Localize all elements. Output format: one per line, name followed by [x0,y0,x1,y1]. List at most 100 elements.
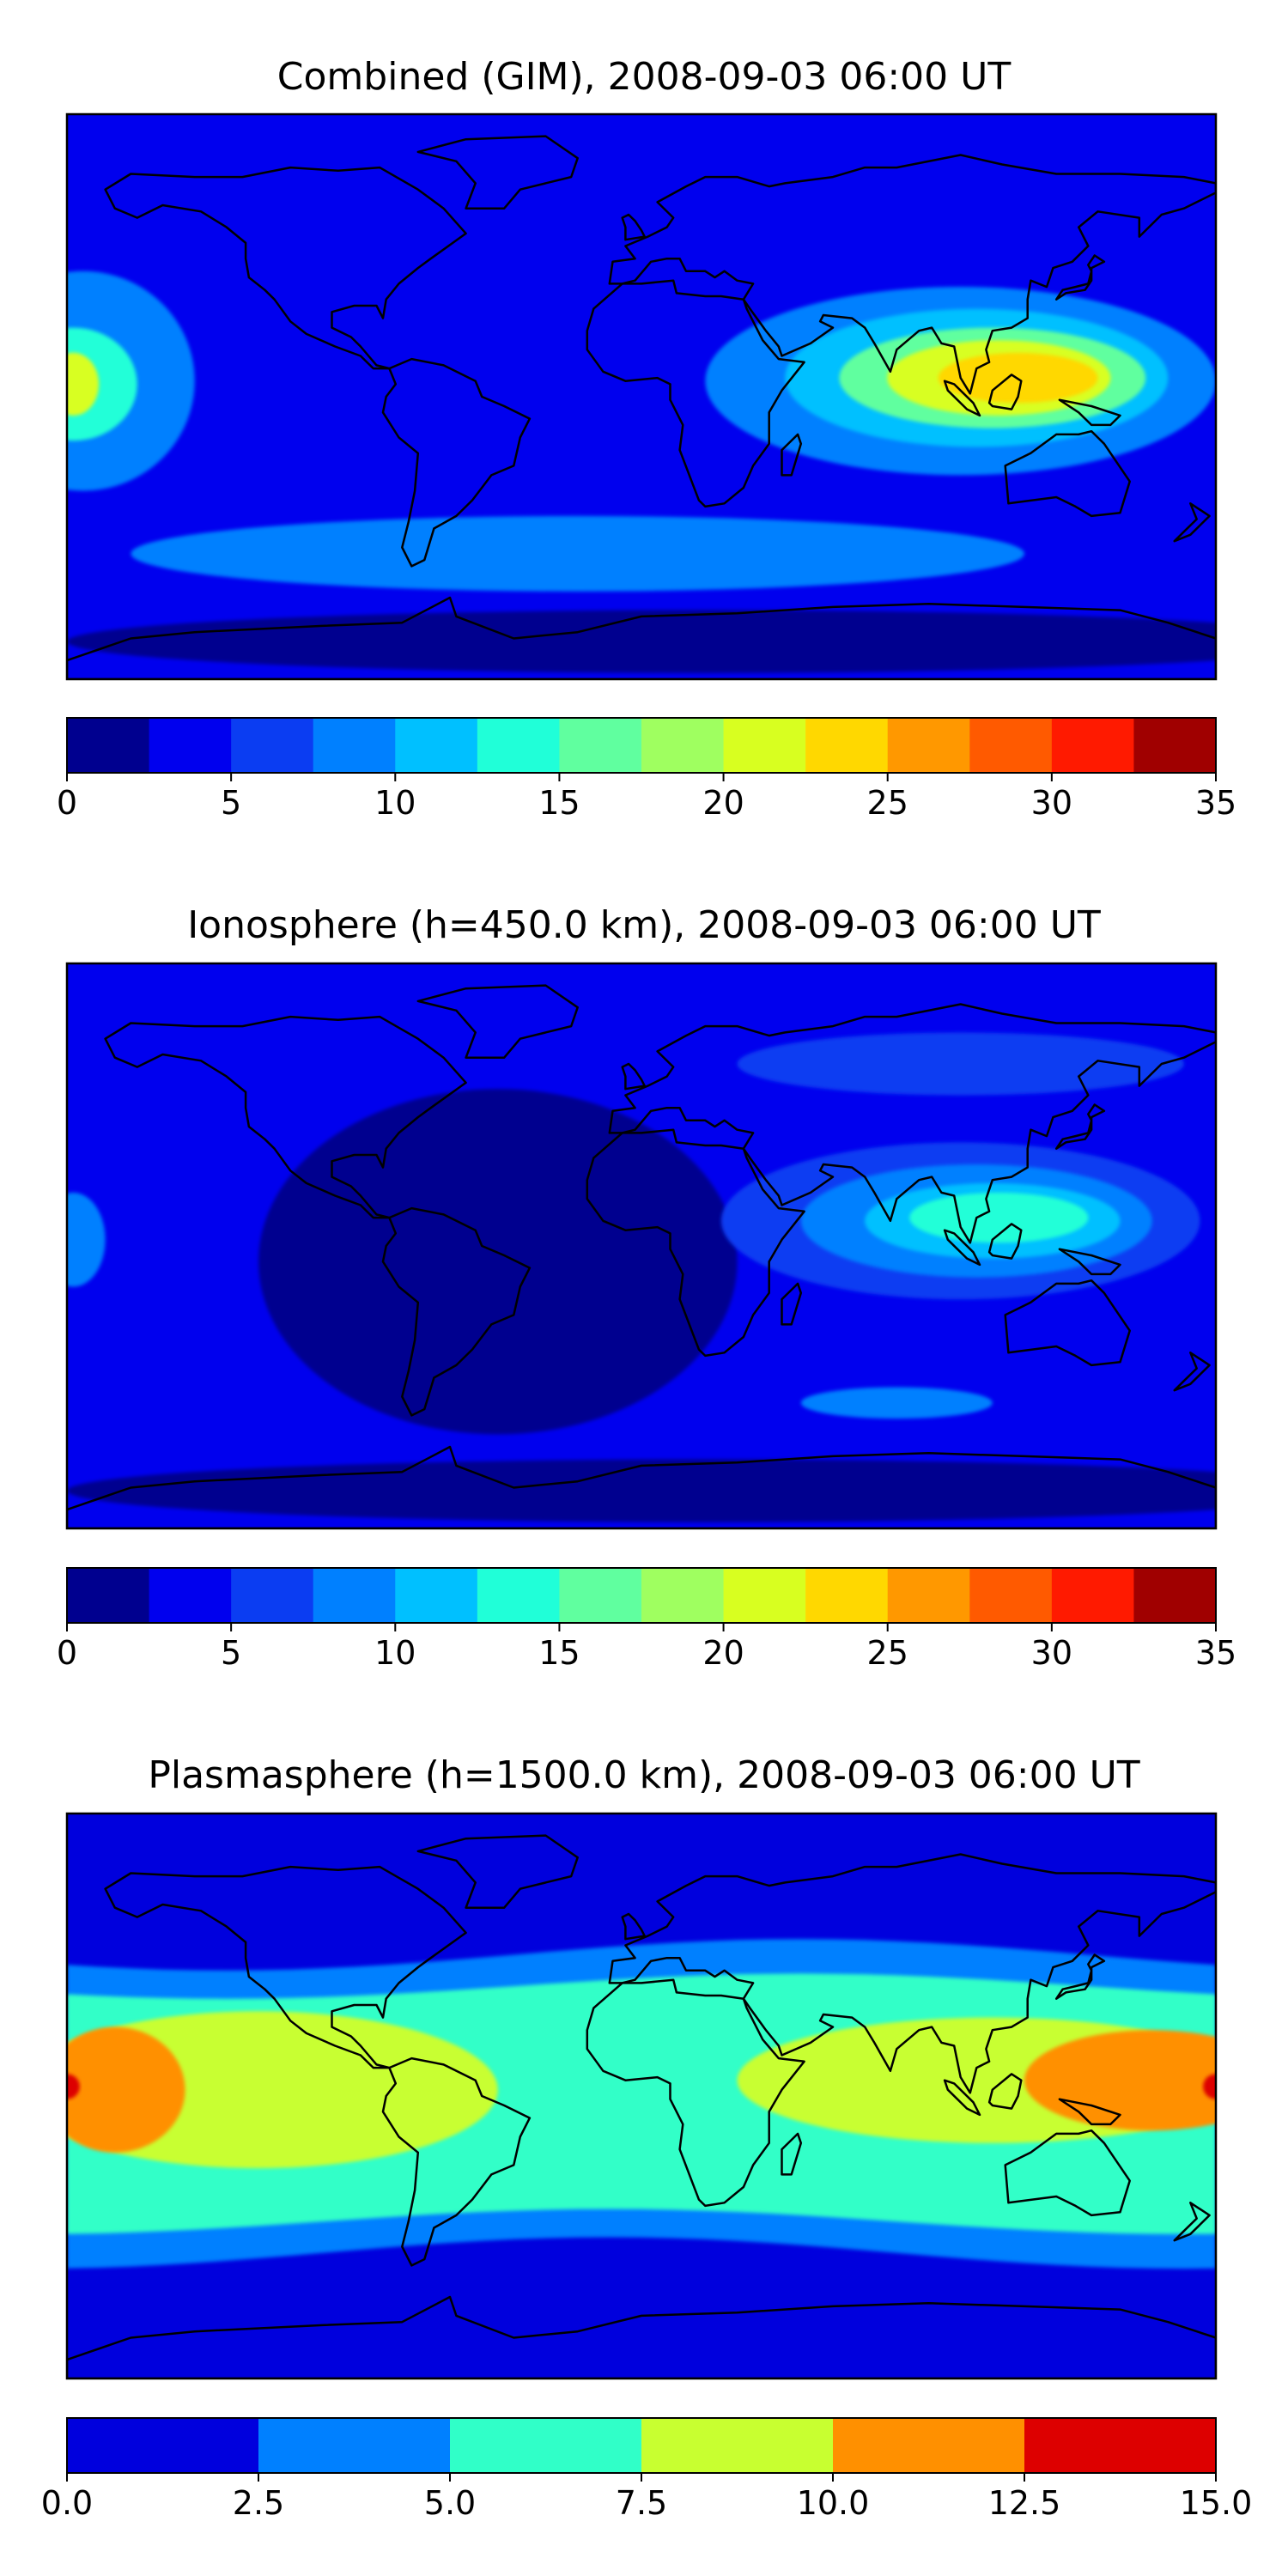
coastline-antarctica [67,596,1216,679]
panel-combined: Combined (GIM), 2008-09-03 06:00 UT 0 5 10… [57,55,1236,822]
contour-region [800,1387,993,1419]
coastline-antarctica [67,1445,1216,1528]
map-frame [65,962,1218,1530]
colorbar-segment [1051,1568,1135,1623]
coastline-madagascar [781,1282,803,1326]
coastline-greenland [416,135,579,210]
colorbar-segment [887,718,970,773]
colorbar-segment [805,718,889,773]
contour-region [67,1192,106,1287]
coastline-japan [1054,1103,1106,1150]
coastline-madagascar [781,2132,803,2176]
colorbar-segment [805,1568,889,1623]
contour-region [67,2074,80,2099]
colorbar-tick-label: 0 [57,784,77,822]
coastline-south-america [381,1206,532,1417]
contour-region [909,1192,1089,1243]
coastline-uk [621,213,646,241]
coastlines [67,1834,1216,2379]
coastline-borneo [987,374,1023,410]
coastline-new-zealand [1173,502,1211,543]
panel-plasmasphere: Plasmasphere (h=1500.0 km), 2008-09-03 0… [41,1753,1253,2522]
coastline-north-america [104,1015,467,1219]
colorbar-tick-label: 35 [1195,1634,1236,1672]
colorbar-segment [149,718,232,773]
map-title: Plasmasphere (h=1500.0 km), 2008-09-03 0… [148,1753,1139,1797]
colorbar-tick-label: 5.0 [424,2484,476,2522]
contour-region [67,2026,185,2153]
colorbar-segment [559,718,642,773]
coastline-madagascar [781,433,803,477]
colorbar-segment [477,1568,561,1623]
coastline-greenland [416,984,579,1059]
colorbar-tick-label: 15 [538,1634,580,1672]
coastline-south-america [381,357,532,568]
colorbar-segment [559,1568,642,1623]
map-area [65,112,1218,681]
contour-region [1203,2074,1216,2099]
colorbar-tick-label: 20 [702,1634,744,1672]
coastlines [67,135,1216,679]
coastline-japan [1054,254,1106,301]
coastline-new-zealand [1173,1352,1211,1392]
map-title: Combined (GIM), 2008-09-03 06:00 UT [277,55,1012,99]
colorbar-tick-label: 15 [538,784,580,822]
map-title: Ionosphere (h=450.0 km), 2008-09-03 06:0… [187,903,1101,947]
coastline-south-america [381,2057,532,2267]
contour-region [67,610,1216,673]
colorbar-segment [231,718,314,773]
coastline-new-zealand [1173,2202,1211,2242]
colorbar-tick-label: 5 [221,784,241,822]
coastline-uk [621,1062,646,1091]
colorbar-tick-label: 15.0 [1180,2484,1253,2522]
coastline-australia [1004,429,1131,518]
colorbar-tick-label: 35 [1195,784,1236,822]
map-area [65,1812,1218,2380]
coastline-greenland [416,1834,579,1909]
colorbar-tick-label: 0 [57,1634,77,1672]
colorbar-tick-label: 10.0 [797,2484,870,2522]
coastline-borneo [987,1223,1023,1260]
colorbar-segment [1133,1568,1217,1623]
colorbar-segment [67,718,150,773]
colorbar-tick-label: 20 [702,784,744,822]
colorbar-tick-label: 5 [221,1634,241,1672]
colorbar: 0 5 10 15 20 25 30 35 [57,717,1236,822]
colorbar-tick-label: 12.5 [988,2484,1061,2522]
colorbar: 0.0 2.5 5.0 7.5 10.0 12.5 15.0 [41,2417,1253,2522]
coastline-africa [586,1128,805,1358]
colorbar-segment [969,1568,1053,1623]
colorbar-tick-label: 30 [1031,1634,1072,1672]
colorbar-segment [67,2418,259,2473]
coastline-borneo [987,2073,1023,2110]
colorbar-tick-label: 10 [374,1634,416,1672]
contour-region [737,1032,1184,1096]
colorbar-segment [477,718,561,773]
colorbar-segment [1133,718,1217,773]
contour-region [131,515,1024,592]
colorbar-segment [641,1568,725,1623]
contour-region [67,1459,1216,1522]
colorbar-segment [258,2418,451,2473]
map-frame [65,1812,1218,2380]
colorbar-segment [641,2418,834,2473]
colorbar-tick-label: 10 [374,784,416,822]
coastline-north-america [104,166,467,370]
colorbar: 0 5 10 15 20 25 30 35 [57,1567,1236,1672]
coastline-japan [1054,1953,1106,2000]
colorbar-segment [149,1568,232,1623]
colorbar-segment [67,1568,150,1623]
colorbar-tick-label: 2.5 [233,2484,284,2522]
coastline-new-guinea [1058,398,1121,427]
coastline-north-america [104,1865,467,2069]
colorbar-tick-label: 25 [867,784,908,822]
coastline-sumatra [943,1229,981,1267]
colorbar-segment [1051,718,1135,773]
map-frame [65,112,1218,681]
colorbar-segment [313,718,396,773]
colorbar-segment [450,2418,642,2473]
colorbar-tick-label: 7.5 [616,2484,667,2522]
coastline-antarctica [67,2295,1216,2379]
colorbar-segment [395,718,478,773]
contour-region [1024,2030,1216,2131]
